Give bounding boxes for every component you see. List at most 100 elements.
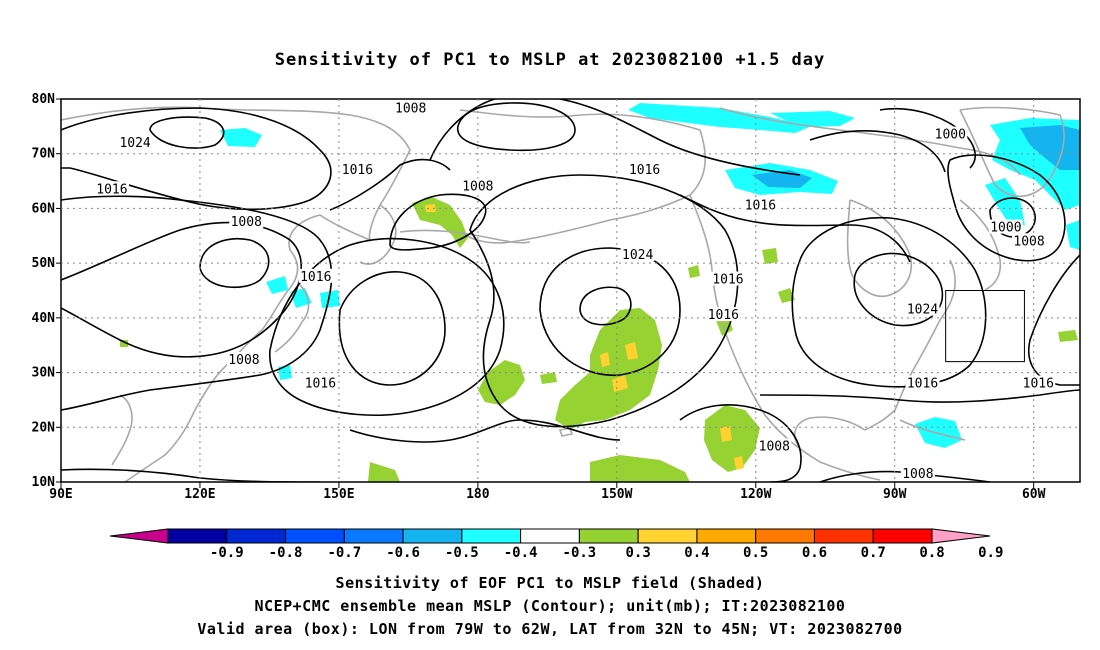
- coast-okhotsk: [229, 214, 371, 363]
- contour-label: 1008: [1013, 234, 1044, 249]
- shade-green-baja: [704, 405, 760, 472]
- contour-label-bg: [706, 307, 741, 322]
- shade-yellow-baja: [720, 426, 732, 442]
- coastlines: [61, 106, 1065, 482]
- colorbar-cell: [578, 528, 639, 544]
- valid-area-box: [945, 290, 1025, 363]
- shade-yellow-central-pacific-3: [612, 375, 628, 392]
- colorbar-label: 0.4: [684, 545, 709, 561]
- y-tick-label: 40N: [32, 311, 56, 326]
- y-tick-label: 70N: [32, 147, 56, 162]
- contour-label-bg: [229, 214, 264, 229]
- colorbar-cell: [402, 528, 463, 544]
- colorbar-cell: [696, 528, 757, 544]
- y-tick-label: 80N: [32, 92, 56, 107]
- shade-cyan-labrador: [985, 178, 1025, 228]
- coast-kamchatka: [359, 204, 397, 265]
- shade-cyan-sakhalin: [266, 276, 288, 294]
- colorbar-label: -0.8: [269, 545, 303, 561]
- contour-label-bg: [94, 181, 129, 196]
- x-tick-label: 180: [466, 487, 490, 502]
- coast-caribbean: [899, 419, 966, 441]
- colorbar-cell: [520, 528, 580, 544]
- contour-label-bg: [393, 100, 428, 115]
- contour-1016-pacific-ne: [338, 271, 446, 386]
- colorbar-cell: [343, 528, 404, 544]
- colorbar-label: -0.6: [386, 545, 420, 561]
- shade-green-central-pacific: [555, 308, 662, 430]
- contour-label-bg: [710, 271, 745, 286]
- shade-cyan-atlantic: [1066, 220, 1080, 250]
- x-tick-label: 60W: [1022, 487, 1046, 502]
- contour-1024-atlantic-high: [853, 252, 944, 327]
- contour-label: 1008: [759, 439, 790, 454]
- x-tick-label: 120W: [740, 487, 771, 502]
- colorbar-cell: [755, 528, 815, 544]
- contour-label-bg: [620, 246, 655, 261]
- contour-1016-siberia: [61, 107, 332, 211]
- x-tick-label: 90E: [49, 487, 72, 502]
- contour-label: 1008: [902, 467, 933, 482]
- contour-label: 1016: [708, 308, 739, 323]
- contour-1008-mexico: [679, 404, 802, 482]
- contour-label: 1024: [119, 136, 150, 151]
- contour-1016-subtropics-west: [349, 419, 621, 443]
- contour-1008-asia-low: [199, 238, 270, 289]
- contour-1016-north-america: [679, 194, 911, 263]
- x-tick-label: 90W: [883, 487, 907, 502]
- colorbar-label: 0.3: [626, 545, 651, 561]
- contour-1008-tropics-east: [819, 470, 991, 482]
- contour-label-bg: [905, 375, 940, 390]
- contour-1008-tropics: [61, 468, 321, 482]
- colorbar-cell: [285, 528, 345, 544]
- contour-label: 1024: [622, 248, 653, 263]
- contour-label-bg: [1021, 375, 1056, 390]
- contour-1024-pacific-high-inner: [579, 286, 632, 326]
- colorbar-label: 0.5: [743, 545, 768, 561]
- coast-east-asia: [124, 361, 231, 482]
- colorbar: -0.9 -0.8 -0.7 -0.6 -0.5 -0.4 -0.3 0.3 0.4 0.5 0.6…: [109, 528, 1003, 561]
- colorbar-label: -0.5: [445, 545, 479, 561]
- contour-1016-atlantic: [791, 216, 987, 388]
- colorbar-label: 0.6: [802, 545, 827, 561]
- colorbar-cell: [167, 528, 228, 544]
- x-tick-label: 150W: [601, 487, 632, 502]
- chart-title: Sensitivity of PC1 to MSLP at 2023082100…: [274, 50, 826, 70]
- shade-green-hawaii-west: [478, 360, 525, 405]
- contour-1016-atlantic-south: [759, 389, 1080, 403]
- colorbar-cell: [461, 528, 522, 544]
- coast-greenland: [959, 106, 1065, 198]
- contour-label: 1016: [907, 377, 938, 392]
- y-tick-label: 50N: [32, 256, 56, 271]
- colorbar-extend-low: [109, 528, 169, 544]
- contour-label: 1000: [935, 128, 966, 143]
- contour-label: 1000: [990, 221, 1021, 236]
- coast-hudson: [846, 199, 912, 297]
- shade-blue-greenland: [1020, 125, 1080, 170]
- contour-label-bg: [460, 178, 495, 193]
- shade-green-tropics-2: [368, 462, 400, 482]
- caption-line-3: Valid area (box): LON from 79W to 62W, L…: [197, 620, 903, 638]
- contour-label: 1024: [907, 303, 938, 318]
- contour-label-bg: [298, 268, 333, 283]
- contour-1016-canada-top: [809, 130, 946, 173]
- contour-1016-pacific-main: [269, 237, 505, 416]
- contour-label: 1016: [305, 377, 336, 392]
- contour-label-bg: [743, 197, 778, 212]
- coast-labrador: [959, 199, 1002, 291]
- y-tick-label: 60N: [32, 201, 56, 216]
- shade-green-tropics-3: [540, 372, 557, 384]
- coast-arctic-canada: [719, 107, 1021, 176]
- colorbar-cell: [226, 528, 287, 544]
- contour-label: 1016: [629, 163, 660, 178]
- contour-1008-labrador: [947, 154, 1066, 262]
- shade-cyan-siberia: [220, 128, 262, 147]
- colorbar-extend-high: [931, 528, 991, 544]
- colorbar-label: -0.3: [563, 545, 597, 561]
- shade-green-ne-pacific: [688, 265, 700, 278]
- shade-green-atlantic: [1058, 330, 1078, 342]
- coast-japan: [274, 284, 310, 353]
- contour-label: 1016: [712, 273, 743, 288]
